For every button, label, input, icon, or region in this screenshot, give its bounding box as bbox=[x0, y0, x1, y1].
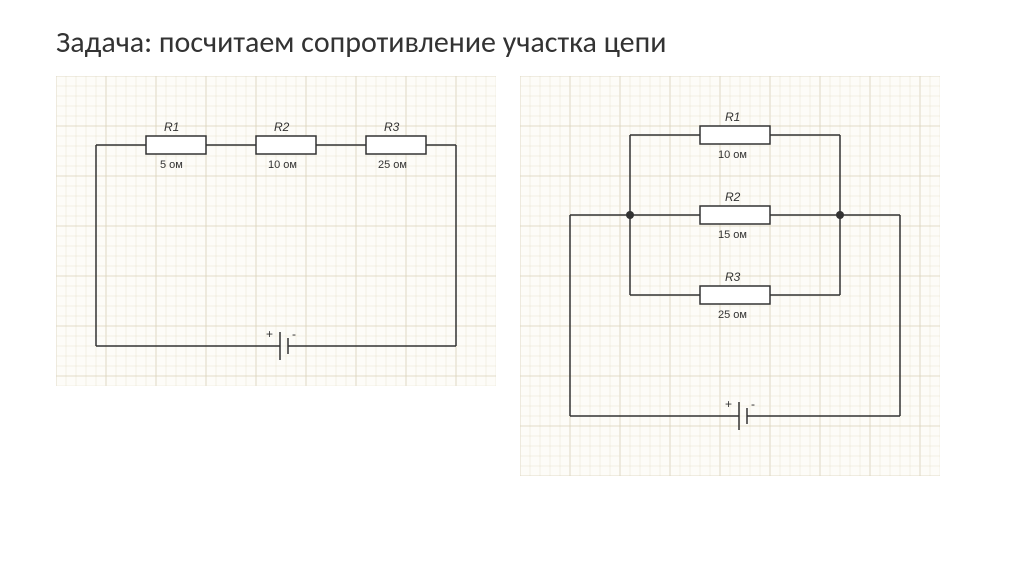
p-battery-plus: + bbox=[725, 397, 732, 411]
r2-label: R2 bbox=[274, 120, 290, 134]
battery-plus: + bbox=[266, 327, 273, 341]
p-r2-label: R2 bbox=[725, 190, 741, 204]
p-r2-value: 15 ом bbox=[718, 229, 747, 241]
p-r1-value: 10 ом bbox=[718, 149, 747, 161]
resistor-r1 bbox=[700, 126, 770, 144]
resistor-r2 bbox=[700, 206, 770, 224]
diagrams-row: + - R1 5 ом R2 10 ом R3 25 ом bbox=[56, 76, 968, 476]
p-battery-minus: - bbox=[751, 397, 755, 411]
r2-value: 10 ом bbox=[268, 159, 297, 171]
p-r1-label: R1 bbox=[725, 110, 740, 124]
series-circuit: + - R1 5 ом R2 10 ом R3 25 ом bbox=[56, 76, 496, 386]
r3-value: 25 ом bbox=[378, 159, 407, 171]
r3-label: R3 bbox=[384, 120, 400, 134]
r1-value: 5 ом bbox=[160, 159, 183, 171]
battery-minus: - bbox=[292, 327, 296, 341]
p-r3-label: R3 bbox=[725, 270, 741, 284]
parallel-circuit: R1 10 ом R2 15 ом R3 25 ом bbox=[520, 76, 940, 476]
r1-label: R1 bbox=[164, 120, 179, 134]
slide-title: Задача: посчитаем сопротивление участка … bbox=[56, 24, 968, 62]
p-r3-value: 25 ом bbox=[718, 309, 747, 321]
resistor-r3 bbox=[700, 286, 770, 304]
